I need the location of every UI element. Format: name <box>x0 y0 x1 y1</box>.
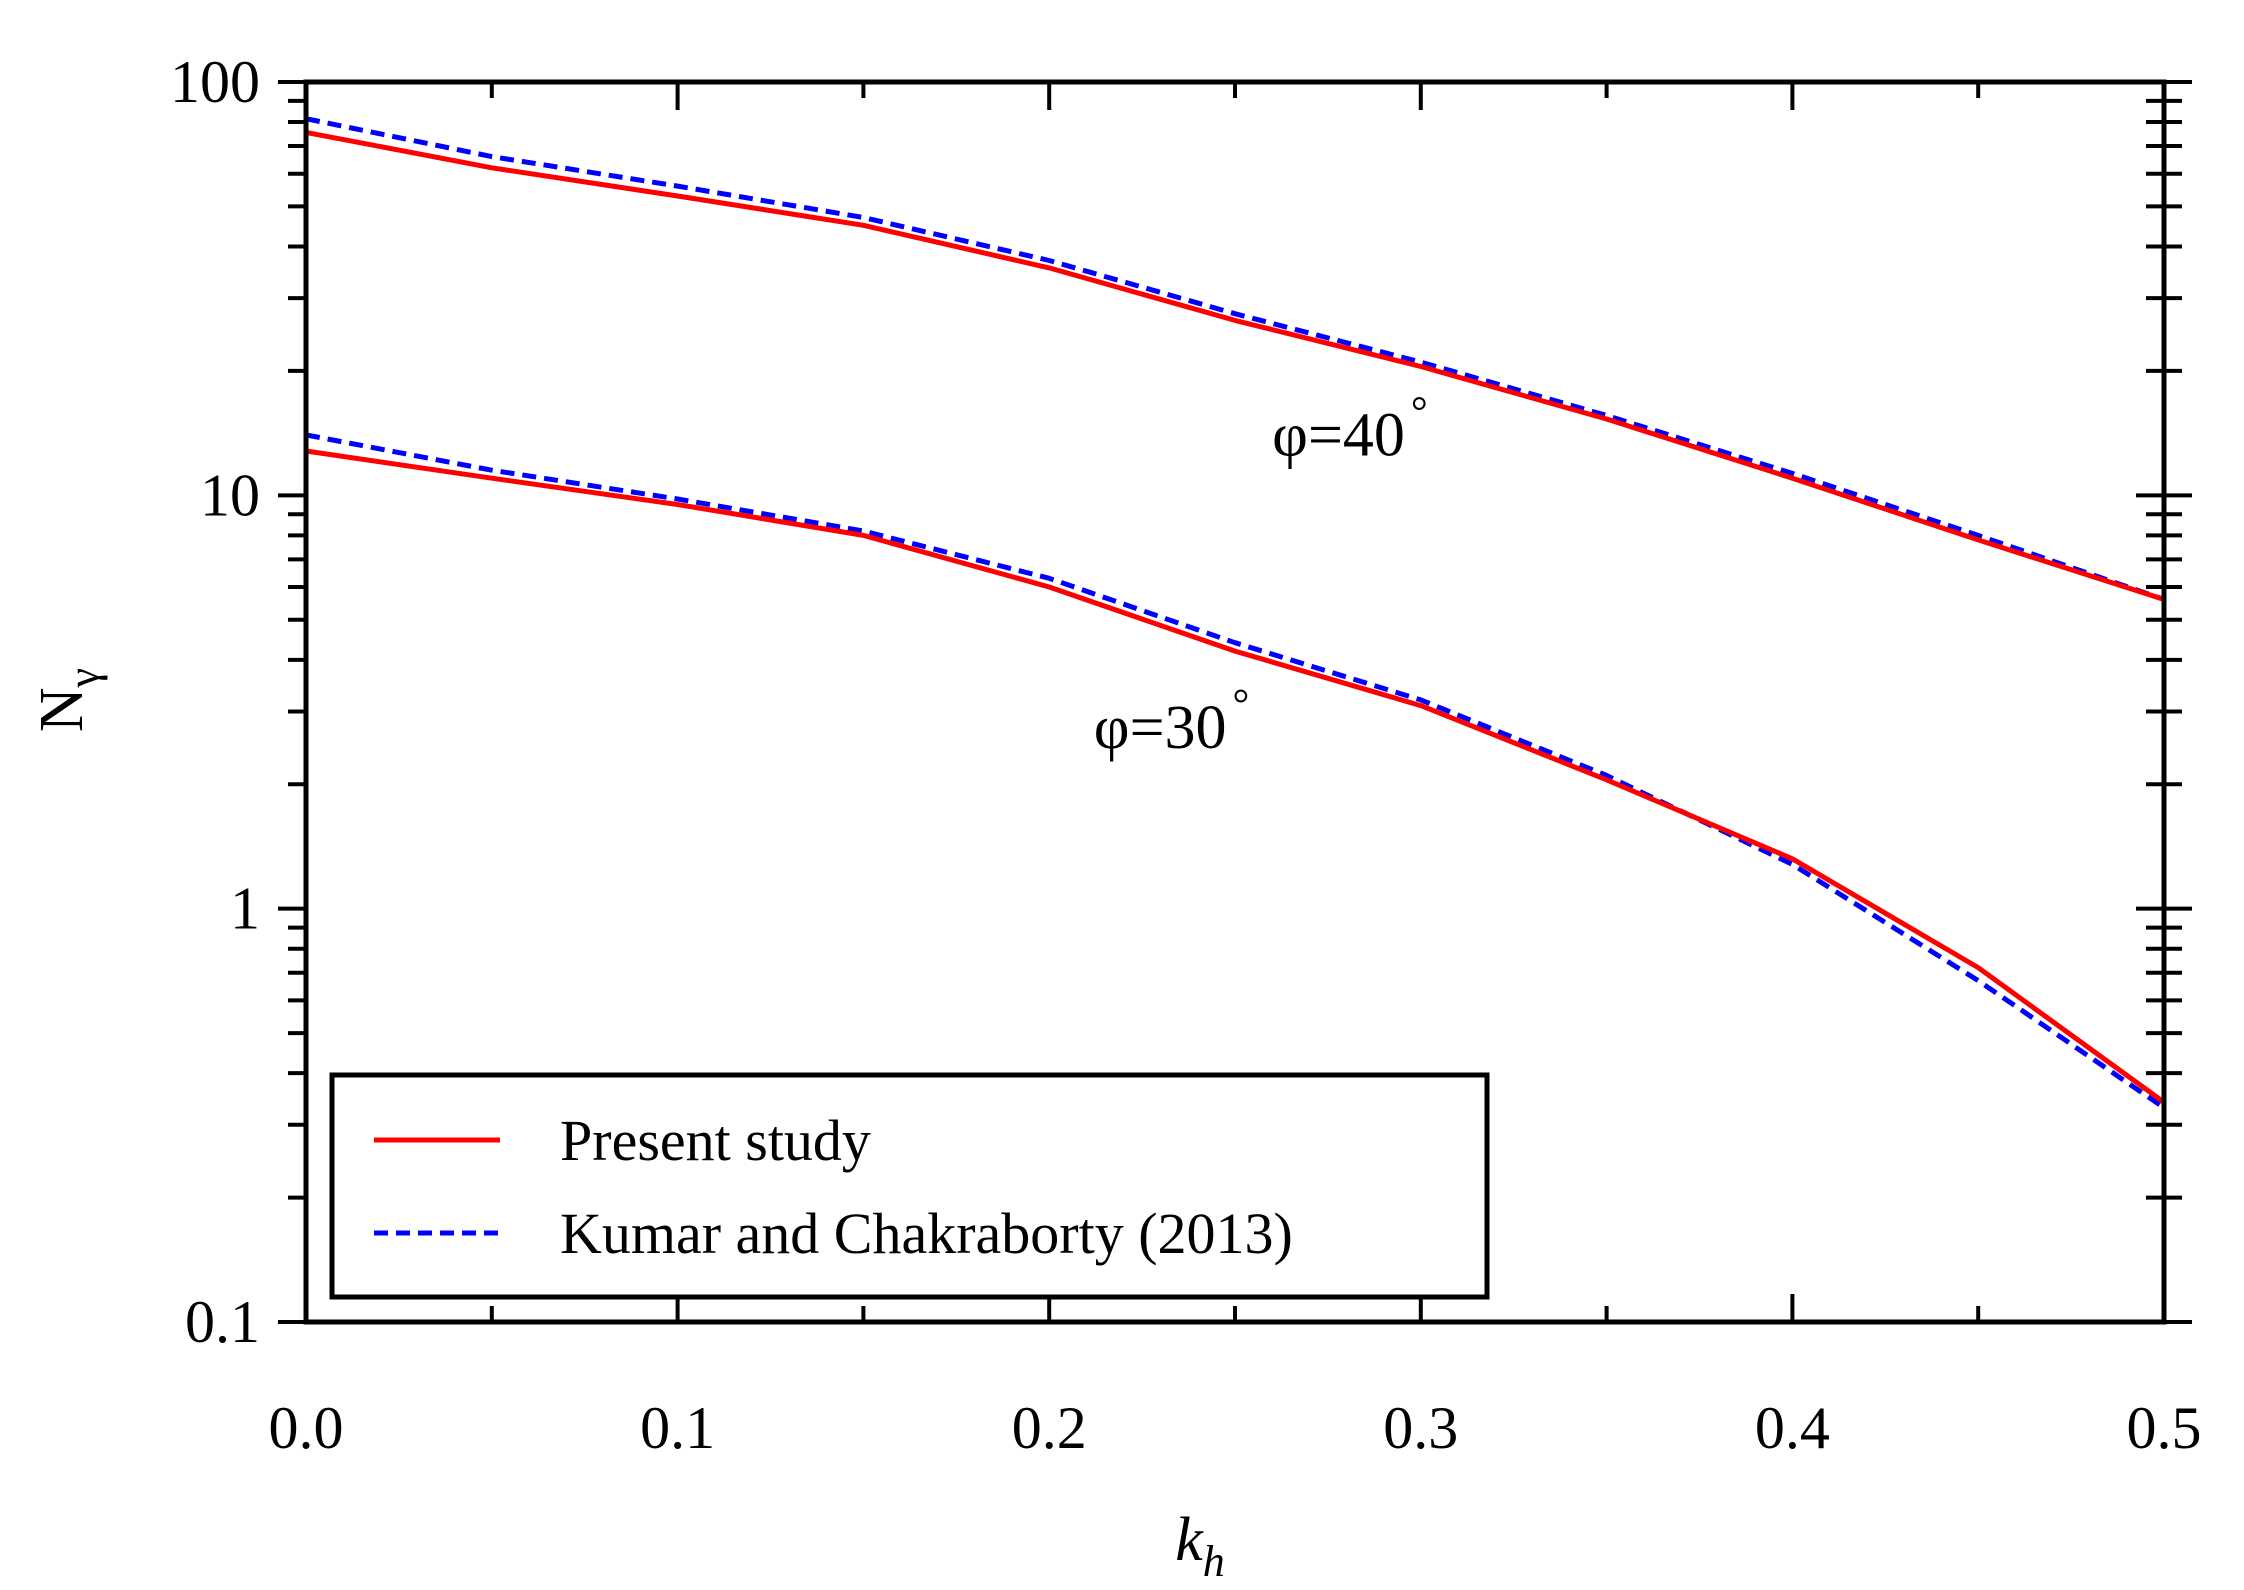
x-tick-label: 0.0 <box>269 1395 344 1461</box>
legend-label-present-study: Present study <box>560 1108 871 1173</box>
series-present-study-phi30 <box>305 448 2166 1105</box>
annotation-phi: φ=40 ° <box>1272 389 1428 469</box>
y-axis-label: Nγ <box>28 668 108 732</box>
x-tick-label: 0.2 <box>1012 1395 1087 1461</box>
ticks-layer <box>278 80 2192 1324</box>
y-tick-label: 1 <box>230 876 260 942</box>
series-present-study-phi40 <box>305 129 2165 602</box>
annotations-layer: φ=40 ° φ=30 ° <box>1094 389 1428 762</box>
x-axis-label: kh <box>1175 1506 1225 1586</box>
y-axis-label-main: N <box>28 687 96 732</box>
y-tick-label: 100 <box>170 49 260 115</box>
y-tick-label: 0.1 <box>185 1289 260 1355</box>
series-layer <box>305 116 2166 1110</box>
x-tick-label: 0.5 <box>2127 1395 2202 1461</box>
x-tick-label: 0.3 <box>1383 1395 1458 1461</box>
annotation-phi: φ=30 ° <box>1094 682 1250 762</box>
x-axis-label-sub: h <box>1203 1537 1225 1586</box>
annotation-degree: ° <box>1233 682 1250 728</box>
legend-box <box>329 1072 1490 1300</box>
y-axis-label-sub: γ <box>59 668 108 688</box>
series-kumar-chakraborty-phi30 <box>305 432 2166 1110</box>
x-tick-label: 0.1 <box>640 1395 715 1461</box>
annotation-degree: ° <box>1411 389 1428 435</box>
series-kumar-chakraborty-phi40 <box>305 116 2165 602</box>
x-tick-label: 0.4 <box>1755 1395 1830 1461</box>
legend-label-kumar-chakraborty: Kumar and Chakraborty (2013) <box>560 1201 1293 1266</box>
x-axis-label-main: k <box>1175 1506 1204 1574</box>
legend: Present study Kumar and Chakraborty (201… <box>329 1072 1490 1300</box>
plot-frame <box>303 79 2167 1325</box>
y-tick-label: 10 <box>200 462 260 528</box>
